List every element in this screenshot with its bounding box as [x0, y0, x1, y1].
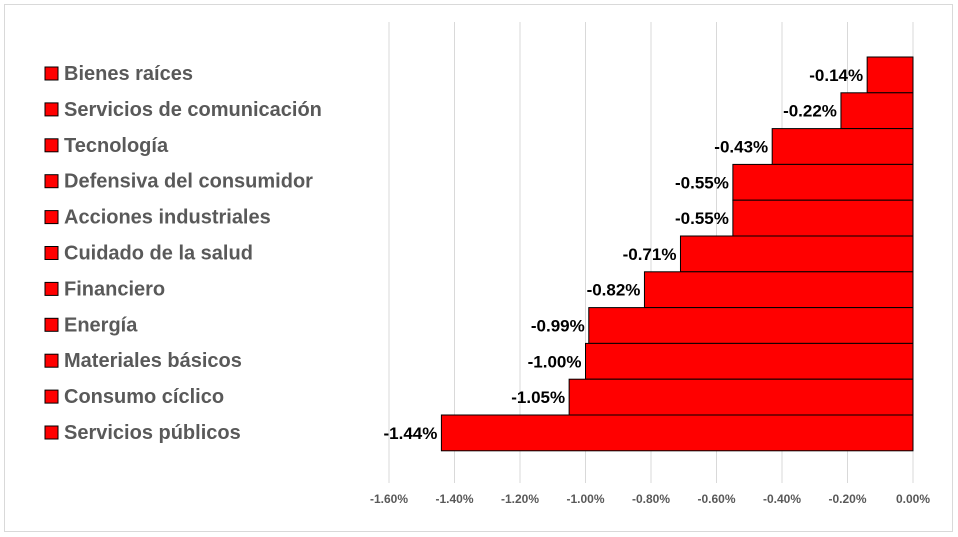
x-tick-label: 0.00% [896, 492, 930, 506]
legend: Bienes raíces Servicios de comunicación Te… [44, 63, 322, 444]
bar [643, 271, 914, 309]
x-tick-label: -0.80% [632, 492, 670, 506]
data-label: -0.22% [783, 102, 837, 121]
legend-label: Cuidado de la salud [64, 243, 253, 265]
data-label: -0.71% [623, 245, 677, 264]
legend-swatch [44, 246, 59, 260]
legend-label: Bienes raíces [64, 63, 193, 85]
legend-label: Servicios públicos [64, 422, 241, 444]
legend-swatch [44, 353, 59, 368]
bar [732, 199, 914, 237]
data-label: -0.55% [675, 209, 729, 228]
data-label: -1.05% [511, 388, 565, 407]
legend-swatch [44, 174, 59, 189]
x-tick-label: -0.60% [697, 492, 735, 506]
data-label: -0.55% [675, 173, 729, 192]
data-label: -0.82% [587, 281, 641, 300]
legend-label: Consumo cíclico [64, 386, 224, 408]
data-label: -0.43% [714, 138, 768, 157]
legend-label: Financiero [64, 278, 165, 300]
legend-label: Acciones industriales [64, 207, 271, 229]
data-label: -0.99% [531, 317, 585, 336]
x-axis-ticks: -1.60% -1.40% -1.20% -1.00% -0.80% -0.60% -0.4… [370, 492, 930, 506]
bar [732, 163, 914, 201]
data-label: -1.00% [528, 352, 582, 371]
bar [771, 128, 914, 165]
legend-swatch [44, 102, 59, 117]
legend-swatch [44, 138, 59, 153]
data-label: -0.14% [809, 66, 863, 85]
bar [585, 342, 914, 380]
legend-swatch [44, 389, 59, 404]
bar [840, 92, 914, 130]
x-tick-label: -1.00% [566, 492, 604, 506]
legend-label: Defensiva del consumidor [64, 171, 313, 193]
bar [568, 378, 914, 416]
x-tick-label: -0.40% [763, 492, 801, 506]
legend-label: Tecnología [64, 135, 169, 157]
legend-label: Servicios de comunicación [64, 99, 322, 121]
legend-swatch [44, 317, 59, 332]
legend-label: Energía [64, 314, 138, 336]
bar [866, 56, 914, 94]
data-label: -1.44% [384, 424, 438, 443]
x-tick-label: -1.40% [435, 492, 473, 506]
bar [588, 307, 914, 344]
legend-swatch [44, 425, 59, 440]
legend-swatch [44, 210, 59, 225]
bar [679, 235, 914, 273]
legend-swatch [44, 66, 59, 81]
legend-label: Materiales básicos [64, 350, 242, 372]
x-tick-label: -1.60% [370, 492, 408, 506]
bar [440, 414, 914, 452]
x-tick-label: -1.20% [501, 492, 539, 506]
bars [440, 56, 914, 452]
x-tick-label: -0.20% [828, 492, 866, 506]
data-labels: -0.14% -0.22% -0.43% -0.55% -0.55% -0.71% -0.8… [384, 66, 864, 443]
legend-swatch [44, 281, 59, 296]
